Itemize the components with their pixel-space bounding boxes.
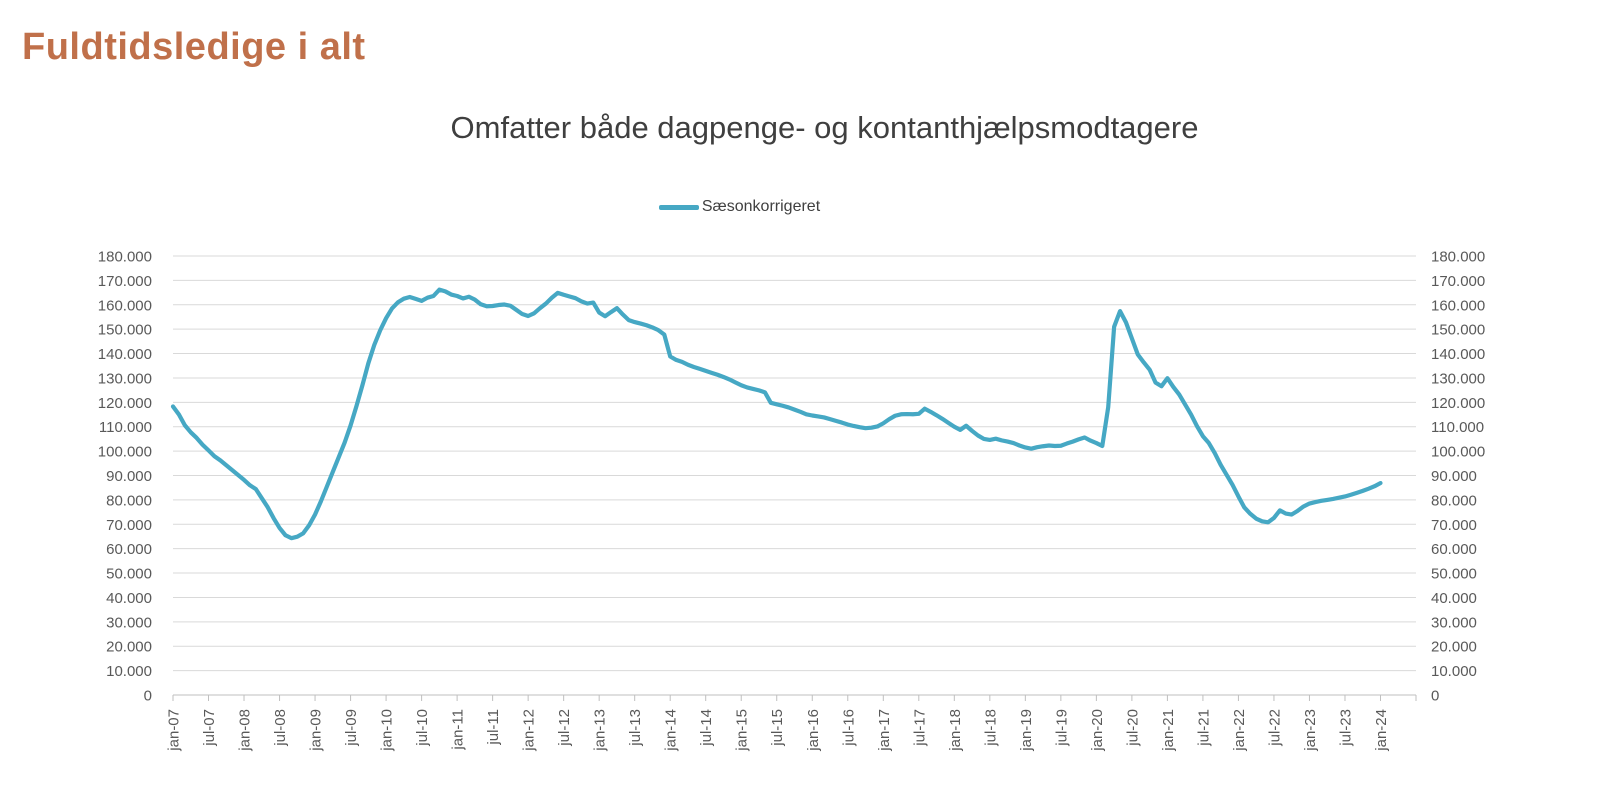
y-axis-labels-left: 0 10.000 20.000 30.000 40.000 50.000 60.000 70.… [98, 249, 152, 705]
svg-text:jan-19: jan-19 [1018, 709, 1035, 752]
svg-text:jan-11: jan-11 [450, 709, 467, 751]
svg-text:jan-07: jan-07 [166, 709, 183, 752]
svg-text:70.000: 70.000 [1431, 517, 1477, 534]
x-axis [172, 694, 1417, 701]
svg-text:160.000: 160.000 [1431, 297, 1485, 314]
svg-text:170.000: 170.000 [98, 273, 152, 290]
series-line [170, 287, 1383, 541]
chart-title: Omfatter både dagpenge- og kontanthjælps… [450, 110, 1199, 145]
svg-text:jul-15: jul-15 [769, 709, 786, 747]
svg-text:50.000: 50.000 [106, 566, 152, 583]
svg-text:jul-17: jul-17 [911, 709, 928, 747]
svg-text:120.000: 120.000 [1431, 395, 1485, 412]
svg-text:90.000: 90.000 [106, 468, 152, 485]
svg-text:jan-20: jan-20 [1089, 709, 1106, 752]
svg-text:jul-20: jul-20 [1124, 709, 1141, 747]
svg-text:100.000: 100.000 [98, 444, 152, 461]
svg-text:170.000: 170.000 [1431, 273, 1485, 290]
svg-text:150.000: 150.000 [98, 322, 152, 339]
svg-text:jul-12: jul-12 [556, 709, 573, 747]
svg-text:110.000: 110.000 [1431, 419, 1484, 436]
svg-text:jan-18: jan-18 [947, 709, 964, 752]
svg-text:130.000: 130.000 [1431, 370, 1485, 387]
svg-text:10.000: 10.000 [106, 663, 152, 680]
svg-text:0: 0 [1431, 688, 1439, 705]
svg-text:jan-09: jan-09 [308, 709, 325, 752]
svg-text:jan-17: jan-17 [876, 709, 893, 752]
x-tick-labels: jan-07 jul-07 jan-08 jul-08 jan-09 jul-09 jan-… [166, 709, 1390, 752]
svg-text:jan-12: jan-12 [521, 709, 538, 752]
svg-text:70.000: 70.000 [106, 517, 152, 534]
svg-text:jul-07: jul-07 [201, 709, 218, 747]
svg-text:20.000: 20.000 [1431, 639, 1477, 656]
svg-text:180.000: 180.000 [1431, 249, 1485, 266]
svg-text:10.000: 10.000 [1431, 663, 1477, 680]
svg-text:50.000: 50.000 [1431, 566, 1477, 583]
svg-text:150.000: 150.000 [1431, 322, 1485, 339]
svg-text:20.000: 20.000 [106, 639, 152, 656]
svg-text:jan-23: jan-23 [1302, 709, 1319, 752]
svg-text:jan-10: jan-10 [379, 709, 396, 752]
svg-text:jul-21: jul-21 [1195, 709, 1212, 747]
svg-text:60.000: 60.000 [106, 541, 152, 558]
chart-legend: Sæsonkorrigeret [118, 198, 1361, 216]
y-axis-labels-right: 0 10.000 20.000 30.000 40.000 50.000 60.000 70.… [1431, 249, 1485, 705]
svg-text:jul-22: jul-22 [1266, 709, 1283, 747]
svg-text:jan-08: jan-08 [237, 709, 254, 752]
page-title: Fuldtidsledige i alt [22, 26, 366, 68]
svg-text:jul-11: jul-11 [485, 709, 502, 746]
svg-text:30.000: 30.000 [106, 614, 152, 631]
svg-text:30.000: 30.000 [1431, 614, 1477, 631]
svg-text:jul-09: jul-09 [343, 709, 360, 747]
svg-text:110.000: 110.000 [99, 419, 152, 436]
svg-text:60.000: 60.000 [1431, 541, 1477, 558]
svg-text:40.000: 40.000 [1431, 590, 1477, 607]
svg-text:jan-16: jan-16 [805, 709, 822, 752]
svg-text:jul-18: jul-18 [982, 709, 999, 747]
svg-text:jan-21: jan-21 [1160, 709, 1177, 752]
svg-text:80.000: 80.000 [1431, 492, 1477, 509]
svg-text:jul-14: jul-14 [698, 709, 715, 747]
legend-label: Sæsonkorrigeret [701, 198, 821, 215]
svg-text:180.000: 180.000 [98, 249, 152, 266]
svg-text:jul-19: jul-19 [1053, 709, 1070, 747]
svg-text:jan-14: jan-14 [663, 709, 680, 752]
legend-line-swatch-icon [658, 204, 699, 210]
svg-text:jan-22: jan-22 [1231, 709, 1248, 752]
svg-text:140.000: 140.000 [98, 346, 152, 363]
svg-text:120.000: 120.000 [98, 395, 152, 412]
svg-text:100.000: 100.000 [1431, 444, 1485, 461]
svg-text:130.000: 130.000 [98, 370, 152, 387]
svg-text:jul-08: jul-08 [272, 709, 289, 747]
svg-text:160.000: 160.000 [98, 297, 152, 314]
svg-text:40.000: 40.000 [106, 590, 152, 607]
svg-text:jul-13: jul-13 [627, 709, 644, 747]
legend-item-saesonkorrigeret: Sæsonkorrigeret [658, 198, 821, 216]
svg-text:90.000: 90.000 [1431, 468, 1477, 485]
svg-text:jul-23: jul-23 [1337, 709, 1354, 747]
svg-text:jul-16: jul-16 [840, 709, 857, 747]
y-gridlines [173, 255, 1416, 672]
svg-text:140.000: 140.000 [1431, 346, 1485, 363]
svg-text:0: 0 [144, 688, 152, 705]
svg-text:jan-15: jan-15 [734, 709, 751, 752]
svg-text:jan-24: jan-24 [1373, 709, 1390, 752]
svg-text:80.000: 80.000 [106, 492, 152, 509]
svg-text:jul-10: jul-10 [414, 709, 431, 747]
svg-text:jan-13: jan-13 [592, 709, 609, 752]
